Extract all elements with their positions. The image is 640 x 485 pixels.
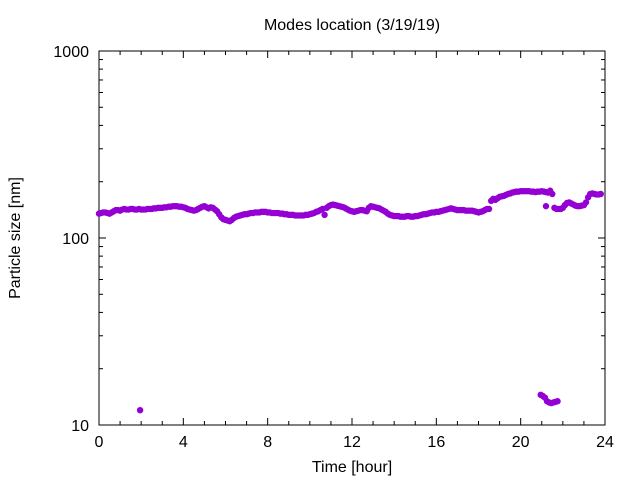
plot-frame bbox=[98, 50, 606, 426]
data-point bbox=[136, 406, 144, 414]
x-tick-label: 16 bbox=[427, 434, 445, 451]
x-tick-label: 4 bbox=[179, 434, 188, 451]
x-tick-label: 12 bbox=[343, 434, 361, 451]
y-axis-label: Particle size [nm] bbox=[7, 177, 24, 299]
data-point bbox=[485, 205, 493, 213]
axis-ticks bbox=[98, 50, 606, 426]
data-points bbox=[95, 187, 604, 414]
data-point bbox=[321, 211, 328, 219]
data-point bbox=[597, 190, 604, 198]
y-tick-label: 10 bbox=[71, 418, 89, 435]
chart-title: Modes location (3/19/19) bbox=[264, 17, 440, 34]
data-point bbox=[542, 202, 550, 210]
x-axis-label: Time [hour] bbox=[312, 459, 392, 476]
data-point bbox=[549, 190, 556, 198]
y-tick-label: 1000 bbox=[53, 44, 89, 61]
x-tick-label: 24 bbox=[596, 434, 614, 451]
y-tick-label: 100 bbox=[62, 231, 89, 248]
axis-tick-labels: 0 4 8 12 16 20 24 10 100 1000 bbox=[53, 44, 614, 451]
x-tick-label: 0 bbox=[95, 434, 104, 451]
x-tick-label: 8 bbox=[263, 434, 272, 451]
data-point bbox=[554, 398, 561, 405]
x-tick-label: 20 bbox=[512, 434, 530, 451]
